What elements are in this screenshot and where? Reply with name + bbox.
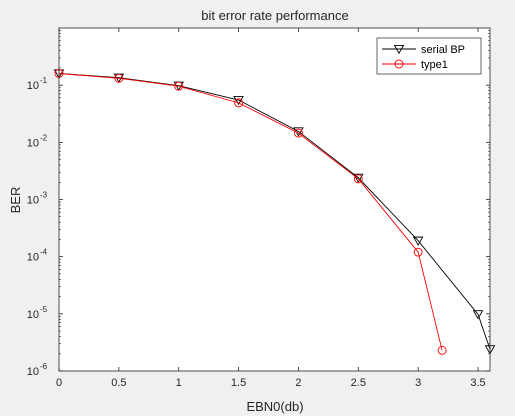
x-axis-label: EBN0(db) [246, 399, 303, 414]
y-tick-label: 10 [27, 366, 39, 378]
series-line [58, 73, 491, 350]
data-point [413, 247, 423, 257]
x-tick-label: 2.5 [351, 377, 366, 389]
data-point [353, 174, 363, 184]
data-point [114, 73, 124, 83]
y-tick-label: 10 [27, 309, 39, 321]
data-point [234, 98, 244, 108]
y-axis-label: BER [8, 187, 23, 214]
axis-ticks: 0 0.5 1 1.5 2 2.5 3 3.510-610-510-410-310-210-1 [27, 28, 490, 389]
y-tick-exponent: -1 [40, 76, 48, 85]
legend-label: serial BP [421, 44, 465, 56]
x-tick-label: 0 [56, 377, 62, 389]
legend-marker [393, 44, 405, 55]
x-tick-label: 1.5 [231, 377, 246, 389]
data-point [174, 81, 184, 91]
x-tick-label: 2 [295, 377, 301, 389]
plot-box [58, 27, 491, 372]
y-tick-label: 10 [27, 80, 39, 92]
y-tick-exponent: -6 [40, 362, 48, 371]
y-tick-label: 10 [27, 137, 39, 149]
x-tick-label: 0.5 [111, 377, 126, 389]
legend: serial BP type1 [376, 37, 482, 75]
data-point [412, 236, 424, 246]
series-type1 [54, 69, 447, 355]
series-layer [53, 69, 496, 355]
data-point [293, 128, 303, 138]
data-point [437, 345, 447, 355]
data-point [353, 173, 364, 183]
legend-label: type1 [421, 59, 448, 71]
x-tick-label: 1 [176, 377, 182, 389]
x-tick-label: 3.5 [470, 377, 485, 389]
x-tick-label: 3 [415, 377, 421, 389]
y-tick-exponent: -4 [40, 248, 48, 257]
series-line [58, 73, 443, 351]
legend-box [376, 37, 482, 75]
plot-area [59, 28, 490, 371]
y-tick-exponent: -2 [40, 133, 48, 142]
y-tick-exponent: -3 [40, 191, 48, 200]
data-point [472, 310, 484, 320]
y-tick-label: 10 [27, 195, 39, 207]
y-tick-label: 10 [27, 252, 39, 264]
y-tick-exponent: -5 [40, 305, 48, 314]
data-point [233, 95, 244, 106]
chart-title: bit error rate performance [201, 8, 348, 23]
legend-marker [394, 59, 404, 69]
